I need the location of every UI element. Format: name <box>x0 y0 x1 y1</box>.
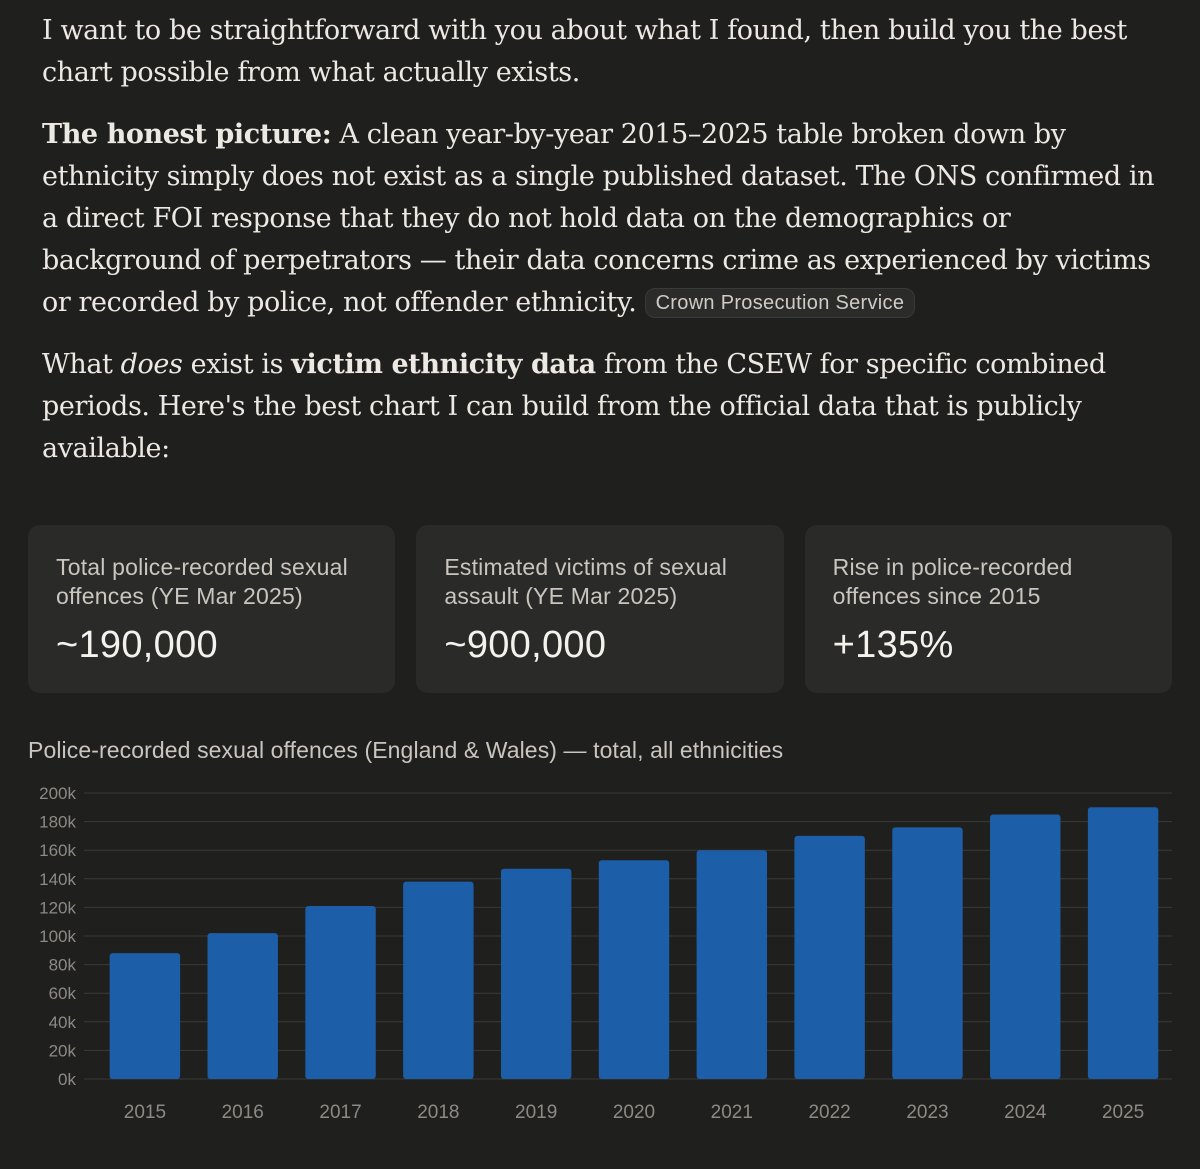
citation-chip[interactable]: Crown Prosecution Service <box>644 288 916 318</box>
y-tick-label: 160k <box>39 841 76 860</box>
x-tick-label: 2018 <box>417 1102 459 1123</box>
honest-lead: The honest picture: <box>42 119 332 150</box>
x-tick-label: 2020 <box>613 1102 655 1123</box>
chart-title: Police-recorded sexual offences (England… <box>28 737 784 763</box>
victim-text-3: from the CSEW for specific combined peri… <box>42 349 1106 464</box>
honest-text: A clean year-by-year 2015–2025 table bro… <box>42 119 1155 318</box>
victim-emphasis: does <box>120 349 183 380</box>
intro-paragraph: I want to be straightforward with you ab… <box>42 10 1162 94</box>
x-tick-label: 2023 <box>906 1102 948 1123</box>
bar-2024[interactable] <box>990 814 1061 1079</box>
y-tick-label: 100k <box>39 927 76 946</box>
honest-paragraph: The honest picture: A clean year-by-year… <box>42 114 1162 324</box>
bar-chart: 0k 20k 40k 60k 80k 100k 120k 140k 160k 180k 200k 2… <box>39 784 1172 1123</box>
x-tick-label: 2017 <box>319 1102 361 1123</box>
bar-2015[interactable] <box>109 953 181 1079</box>
stat-label: Estimated victims of sexual assault (YE … <box>444 554 728 609</box>
x-axis-ticks: 2015 2016 2017 2018 2019 2020 2021 2022 2023 2024… <box>124 1102 1144 1123</box>
y-tick-label: 80k <box>49 956 77 975</box>
intro-text: I want to be straightforward with you ab… <box>42 15 1127 88</box>
y-axis-ticks: 0k 20k 40k 60k 80k 100k 120k 140k 160k 180k 200k <box>39 784 76 1089</box>
stat-label: Rise in police-recorded offences since 2… <box>832 554 1073 609</box>
y-tick-label: 0k <box>58 1070 76 1089</box>
x-tick-label: 2025 <box>1102 1102 1144 1123</box>
bar-2022[interactable] <box>794 835 865 1079</box>
x-tick-label: 2022 <box>808 1102 850 1123</box>
stat-value: +135% <box>832 624 954 666</box>
bar-2018[interactable] <box>403 881 474 1079</box>
chart-bars <box>109 807 1159 1079</box>
bar-2017[interactable] <box>305 905 376 1079</box>
victim-bold: victim ethnicity data <box>291 349 596 380</box>
x-tick-label: 2019 <box>515 1102 557 1123</box>
bar-2020[interactable] <box>598 860 670 1079</box>
stat-card-total-offences: Total police-recorded sexual offences (Y… <box>28 525 396 693</box>
y-tick-label: 60k <box>49 984 77 1003</box>
stat-value: ~900,000 <box>444 624 607 666</box>
y-tick-label: 20k <box>49 1041 77 1060</box>
y-tick-label: 40k <box>49 1013 77 1032</box>
stat-value: ~190,000 <box>56 624 218 666</box>
victim-text-1: What <box>42 349 121 380</box>
bar-2019[interactable] <box>500 868 572 1079</box>
y-tick-label: 180k <box>39 813 76 832</box>
victim-text-2: exist is <box>182 349 292 380</box>
x-tick-label: 2016 <box>222 1102 264 1123</box>
x-tick-label: 2021 <box>711 1102 753 1123</box>
y-tick-label: 140k <box>39 870 76 889</box>
bar-2016[interactable] <box>207 933 278 1079</box>
stat-cards: Total police-recorded sexual offences (Y… <box>28 525 1172 693</box>
bar-2021[interactable] <box>696 850 768 1079</box>
stat-card-estimated-victims: Estimated victims of sexual assault (YE … <box>416 525 784 693</box>
y-tick-label: 200k <box>39 784 76 803</box>
stat-card-rise-since-2015: Rise in police-recorded offences since 2… <box>804 525 1172 693</box>
x-tick-label: 2015 <box>124 1102 166 1123</box>
victim-paragraph: What does exist is victim ethnicity data… <box>42 344 1162 470</box>
x-tick-label: 2024 <box>1004 1102 1047 1123</box>
bar-2025[interactable] <box>1087 807 1159 1079</box>
stat-label: Total police-recorded sexual offences (Y… <box>56 554 348 609</box>
y-tick-label: 120k <box>39 898 76 917</box>
assistant-message: I want to be straightforward with you ab… <box>42 10 1162 490</box>
bar-2023[interactable] <box>892 827 963 1079</box>
